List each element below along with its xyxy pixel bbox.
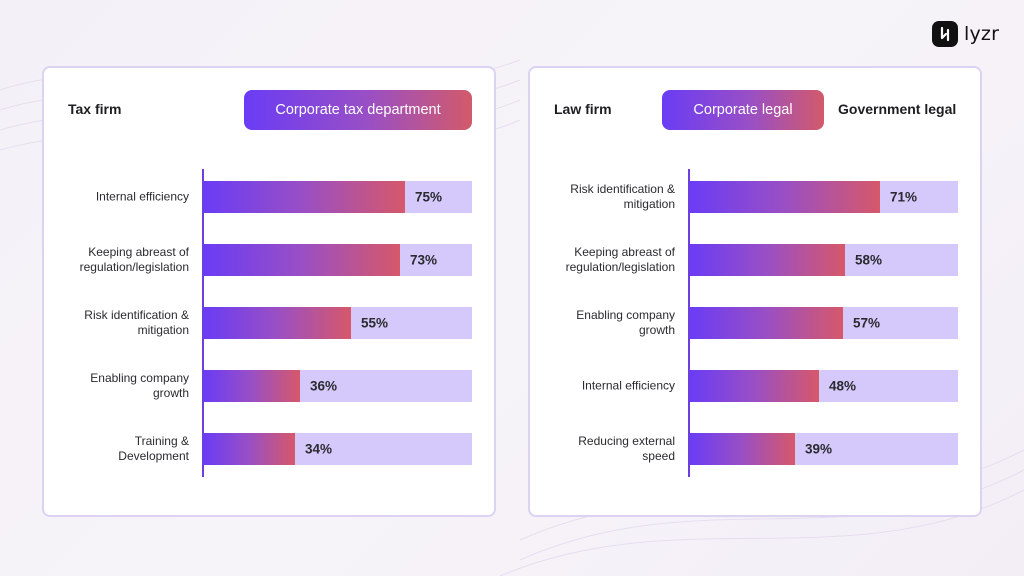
bar-fill [204,244,400,276]
bar-value-label: 55% [361,315,389,331]
bar-value-label: 48% [829,378,857,394]
bar-track [204,244,472,276]
category-label: Internal efficiency [54,190,189,205]
lyzr-logo-icon [932,21,958,47]
bar-track [204,307,472,339]
category-label-line: speed [642,449,675,463]
bar-fill [204,181,405,213]
category-label-line: mitigation [137,323,189,337]
bar-fill [690,244,845,276]
bar-track [690,244,958,276]
lyzr-logo: lyzr [932,21,999,47]
bar-track [204,433,472,465]
bar-fill [690,181,880,213]
category-label-line: regulation/legislation [79,260,189,274]
bar-track [690,433,958,465]
category-label-line: Keeping abreast of [574,245,675,259]
bar-fill [690,370,819,402]
category-label-line: Enabling company [90,371,189,385]
category-label-line: Internal efficiency [95,189,189,204]
panel-right-label: Government legal [838,101,957,117]
bar-value-label: 34% [305,441,333,457]
category-label: Internal efficiency [540,379,675,394]
bar-fill [690,307,843,339]
category-label: Risk identification & mitigation [54,308,189,338]
bar-track [690,181,958,213]
panel-left-label: Tax firm [68,101,122,117]
category-label-line: Training & [134,434,189,448]
brand-name: lyzr [964,23,1000,45]
panel-highlight-label: Corporate legal [693,102,793,118]
category-label: Risk identification & mitigation [540,182,675,212]
category-label-line: growth [152,386,189,400]
bar-fill [204,370,300,402]
category-label: Keeping abreast of regulation/legislation [540,245,675,275]
panel-highlight-label: Corporate tax department [275,102,441,118]
category-label: Keeping abreast of regulation/legislation [54,245,189,275]
bar-value-label: 75% [415,189,443,205]
bar-track [690,370,958,402]
category-label-line: Enabling company [576,308,675,322]
category-label: Training & Development [54,434,189,464]
legal-chart-card: Law firm Corporate legal Government lega… [528,66,982,517]
category-label-line: growth [638,323,675,337]
bar-value-label: 71% [890,189,918,205]
category-label-line: Keeping abreast of [88,245,189,259]
panel-left-label: Law firm [554,101,612,117]
bar-fill [204,307,351,339]
panel-highlight-pill: Corporate legal [662,90,824,130]
category-label-line: Risk identification & [84,308,189,322]
category-label-line: Development [118,449,189,463]
category-label-line: mitigation [623,197,675,211]
bar-value-label: 36% [310,378,338,394]
category-label-line: Internal efficiency [581,378,675,393]
category-label: Enabling company growth [54,371,189,401]
bar-track [204,181,472,213]
bar-fill [204,433,295,465]
category-label: Enabling company growth [540,308,675,338]
category-label-line: regulation/legislation [565,260,675,274]
chart-axis [202,169,204,477]
bar-value-label: 57% [853,315,881,331]
category-label-line: Reducing external [578,434,675,448]
category-label-line: Risk identification & [570,182,675,196]
category-label: Reducing external speed [540,434,675,464]
bar-track [204,370,472,402]
tax-chart-card: Tax firm Corporate tax department Intern… [42,66,496,517]
bar-track [690,307,958,339]
bar-value-label: 39% [805,441,833,457]
chart-axis [688,169,690,477]
bar-value-label: 58% [855,252,883,268]
panel-highlight-pill: Corporate tax department [244,90,472,130]
bar-value-label: 73% [410,252,438,268]
bar-fill [690,433,795,465]
